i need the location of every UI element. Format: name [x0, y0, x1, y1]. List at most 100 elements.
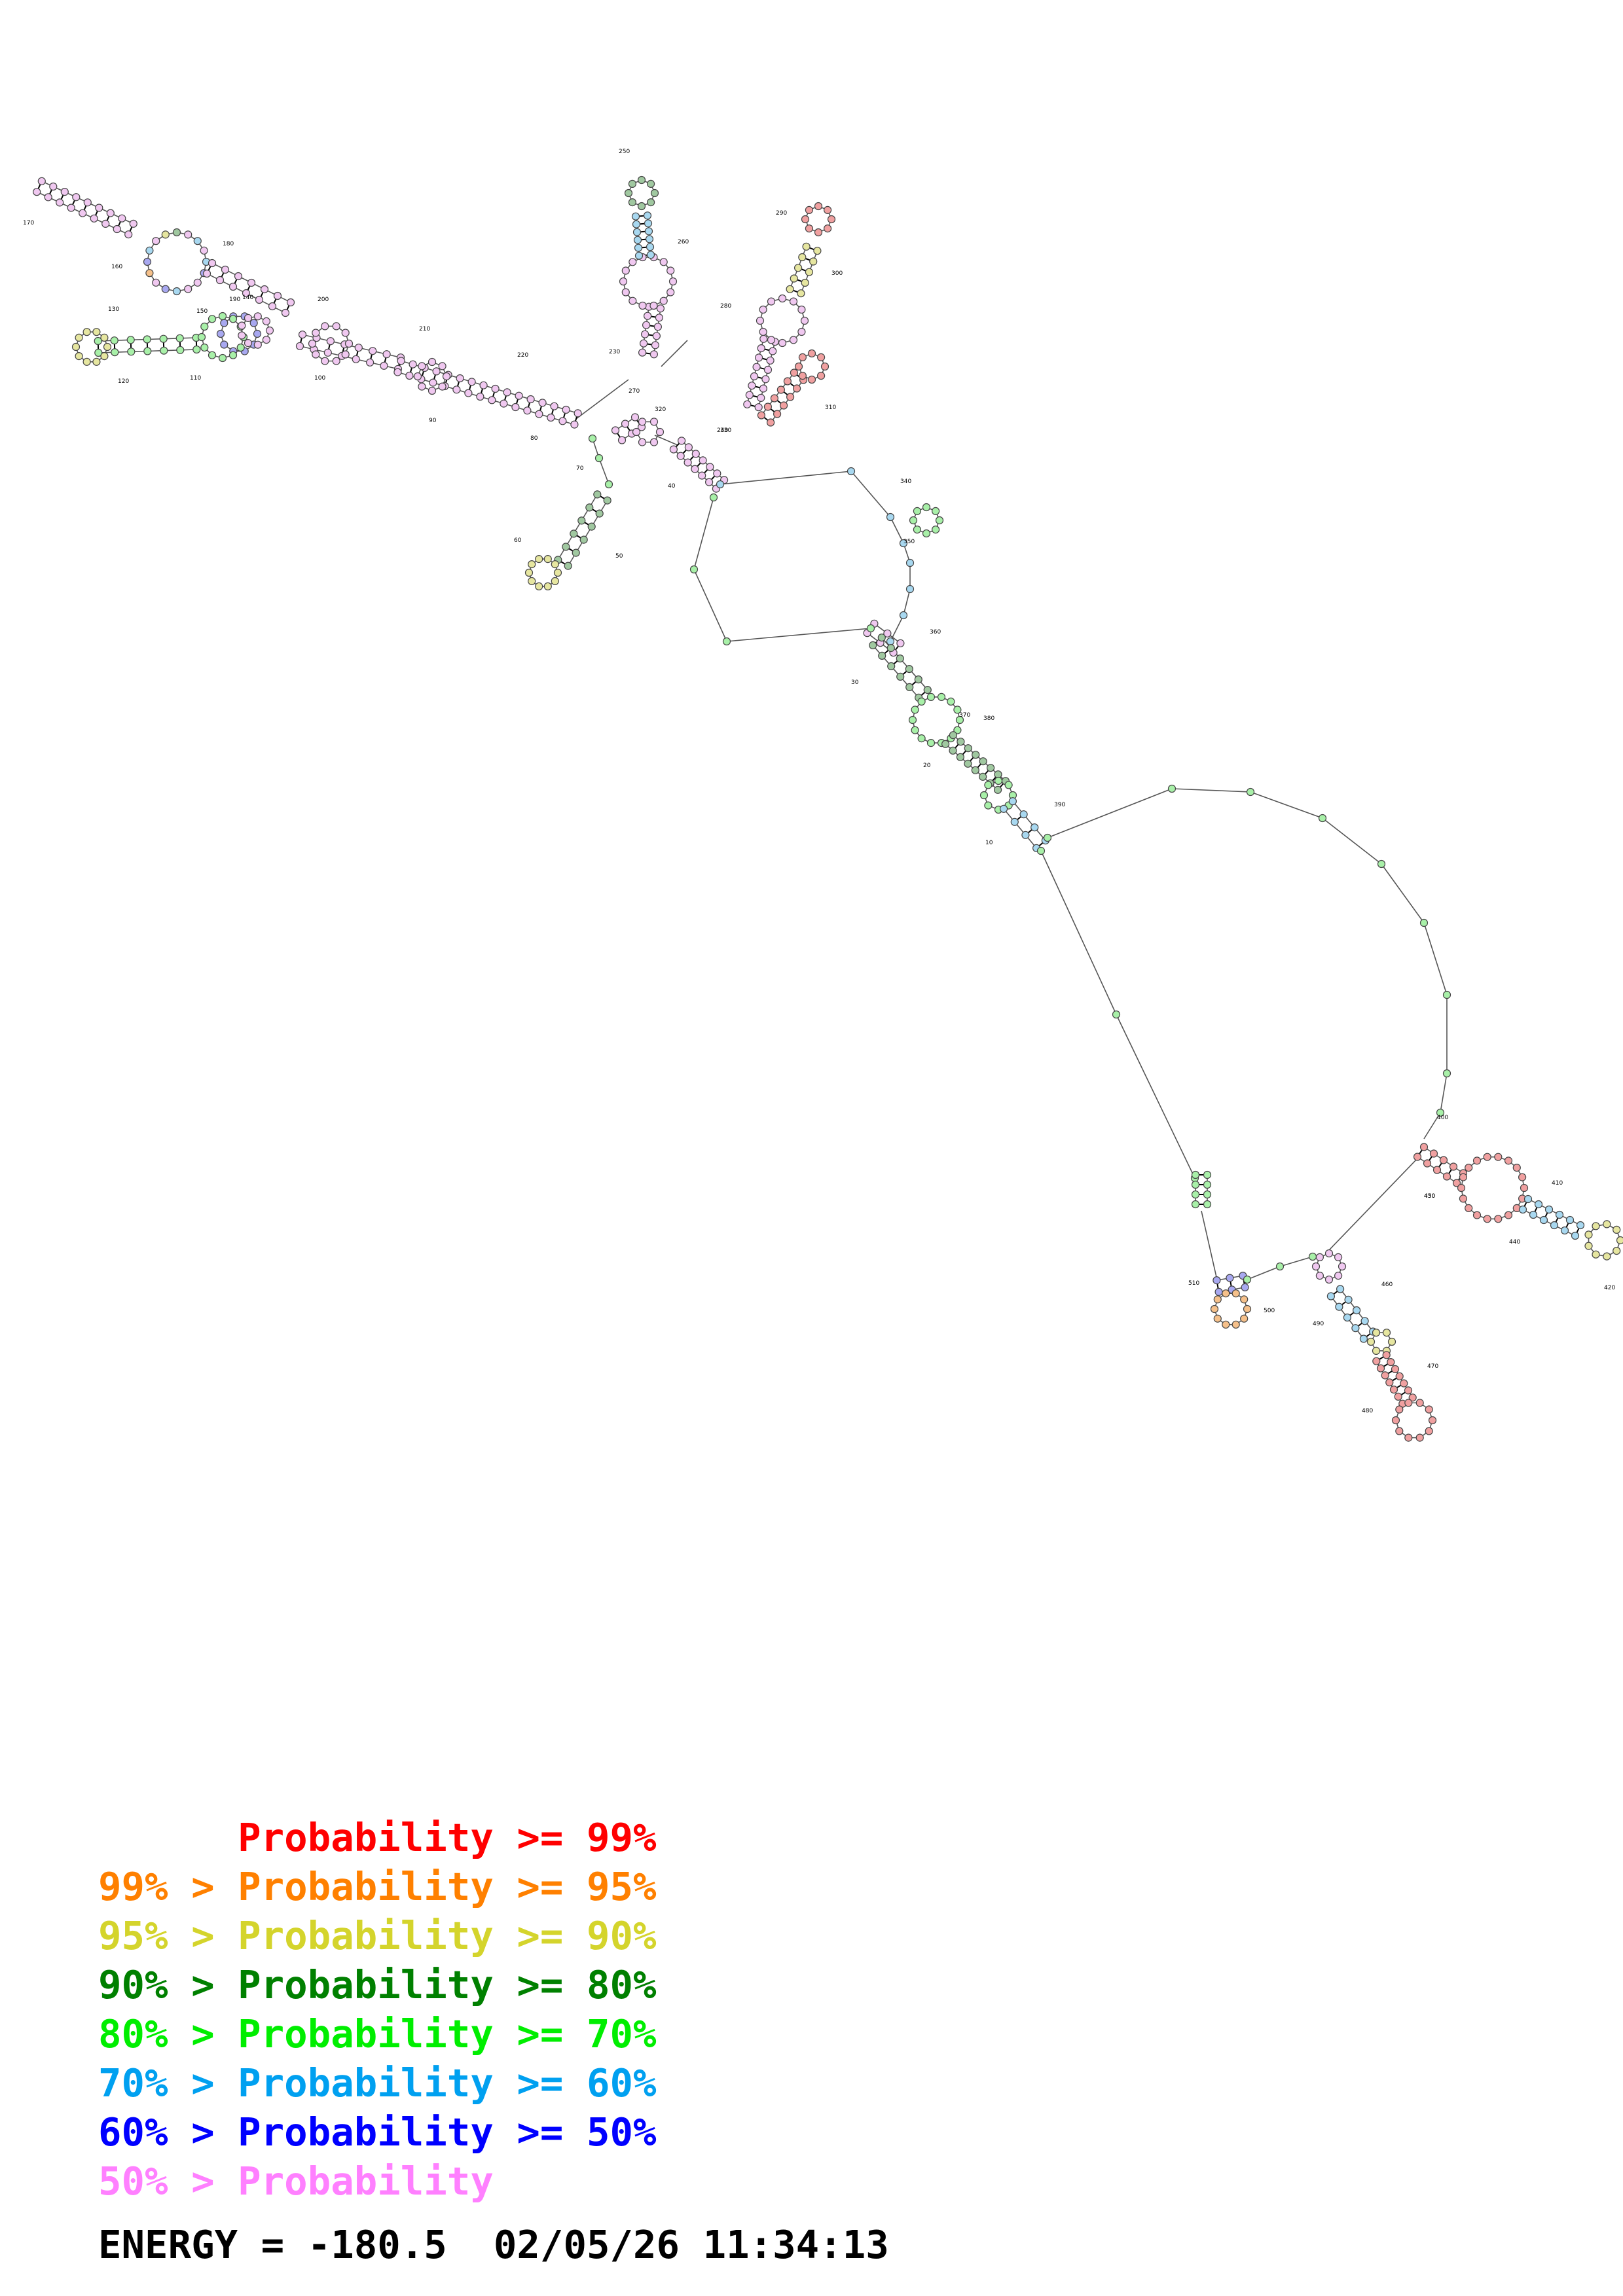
nucleotide: [684, 443, 693, 452]
legend-row: 70% > Probability >= 60%: [98, 2058, 657, 2108]
nucleotide: [538, 399, 547, 407]
nucleotide: [621, 420, 630, 428]
legend-prefix: 60% >: [98, 2109, 215, 2155]
nucleotide: [1442, 1069, 1451, 1078]
nucleotide: [92, 357, 101, 366]
nucleotide: [341, 329, 350, 337]
nucleotide: [1432, 1166, 1442, 1174]
backbone-segment: [903, 588, 911, 616]
nucleotide: [429, 378, 437, 387]
nucleotide: [143, 335, 151, 344]
nucleotide: [722, 637, 731, 646]
nucleotide: [617, 436, 627, 444]
nucleotide: [953, 706, 962, 714]
nucleotide: [971, 766, 979, 774]
nucleotide: [491, 384, 500, 393]
legend-label: Probability: [238, 1864, 494, 1909]
timestamp: 02/05/26 11:34:13: [493, 2222, 889, 2267]
nucleotide: [797, 327, 806, 336]
position-label: 420: [1604, 1285, 1615, 1291]
nucleotide: [754, 403, 763, 412]
nucleotide: [905, 664, 913, 673]
position-label: 40: [668, 483, 676, 490]
legend-label: Probability: [238, 1962, 494, 2007]
nucleotide: [621, 288, 630, 296]
nucleotide: [577, 516, 586, 525]
nucleotide: [1442, 990, 1451, 999]
nucleotide: [1576, 1221, 1585, 1230]
nucleotide: [691, 450, 700, 458]
nucleotide: [1560, 1226, 1569, 1235]
position-labels: 10 20 30 40 50 60 70 80 90 100 110 120 130 140 150 160 1…: [23, 149, 1615, 1414]
nucleotide: [452, 386, 461, 394]
position-label: 20: [923, 762, 931, 769]
nucleotide: [931, 525, 940, 534]
nucleotide: [1326, 1292, 1336, 1300]
legend-suffix: >= 60%: [517, 2060, 657, 2106]
nucleotide: [1571, 1231, 1580, 1240]
nucleotide: [558, 417, 567, 425]
rna-structure-diagram: 10 20 30 40 50 60 70 80 90 100 110 120 130 140 150 160 1…: [23, 149, 1623, 1442]
nucleotide: [551, 577, 559, 586]
nucleotide: [503, 388, 511, 397]
position-label: 30: [851, 679, 859, 686]
nucleotide: [1539, 1215, 1548, 1225]
nucleotide: [748, 382, 756, 390]
nucleotide: [393, 368, 402, 376]
nucleotide: [704, 478, 714, 486]
nucleotide: [1351, 1324, 1360, 1333]
legend-label: Probability: [238, 2060, 494, 2106]
nucleotide: [814, 202, 823, 211]
nucleotide: [1240, 1295, 1249, 1304]
nucleotide: [197, 332, 206, 342]
nucleotide: [365, 358, 374, 367]
nucleotide: [709, 493, 718, 502]
nucleotide: [1404, 1399, 1413, 1407]
nucleotide: [1395, 1372, 1404, 1380]
nucleotide: [972, 751, 980, 759]
nucleotide: [1343, 1313, 1351, 1322]
nucleotide: [896, 654, 904, 663]
position-label: 100: [314, 375, 325, 382]
backbone-segment: [1171, 788, 1251, 793]
backbone-segment: [1423, 922, 1448, 996]
backbone-segment: [598, 457, 610, 485]
nucleotide: [1387, 1358, 1395, 1367]
nucleotide: [332, 322, 340, 331]
nucleotide: [152, 278, 160, 287]
nucleotide: [773, 410, 782, 418]
nucleotide: [877, 633, 886, 642]
position-label: 370: [959, 712, 970, 719]
nucleotide: [1584, 1242, 1593, 1250]
nucleotide: [535, 410, 543, 418]
nucleotide: [200, 246, 208, 255]
nucleotide: [800, 316, 809, 325]
nucleotide: [757, 411, 766, 420]
nucleotide: [175, 334, 184, 342]
nucleotide: [1372, 1328, 1381, 1337]
nucleotide: [547, 413, 555, 422]
nucleotide: [769, 347, 777, 355]
nucleotide: [778, 294, 787, 303]
position-label: 180: [223, 241, 234, 247]
nucleotide: [242, 289, 251, 298]
nucleotide: [143, 257, 152, 266]
nucleotide: [49, 182, 58, 191]
nucleotide: [1210, 1304, 1219, 1314]
legend-row: Probability >= 99%: [98, 1813, 656, 1862]
nucleotide: [1425, 1427, 1433, 1435]
nucleotide: [1555, 1210, 1564, 1219]
nucleotide: [1449, 1162, 1458, 1171]
nucleotide: [759, 327, 767, 336]
nucleotide: [638, 418, 647, 426]
nucleotide: [579, 535, 588, 544]
backbone-segment: [693, 569, 727, 642]
nucleotide: [770, 394, 779, 403]
nucleotide: [1472, 1211, 1482, 1219]
nucleotide: [344, 339, 354, 348]
nucleotide: [298, 331, 307, 339]
nucleotide: [221, 265, 230, 274]
nucleotide: [574, 409, 582, 418]
position-label: 510: [1188, 1280, 1199, 1287]
nucleotide: [551, 560, 559, 569]
